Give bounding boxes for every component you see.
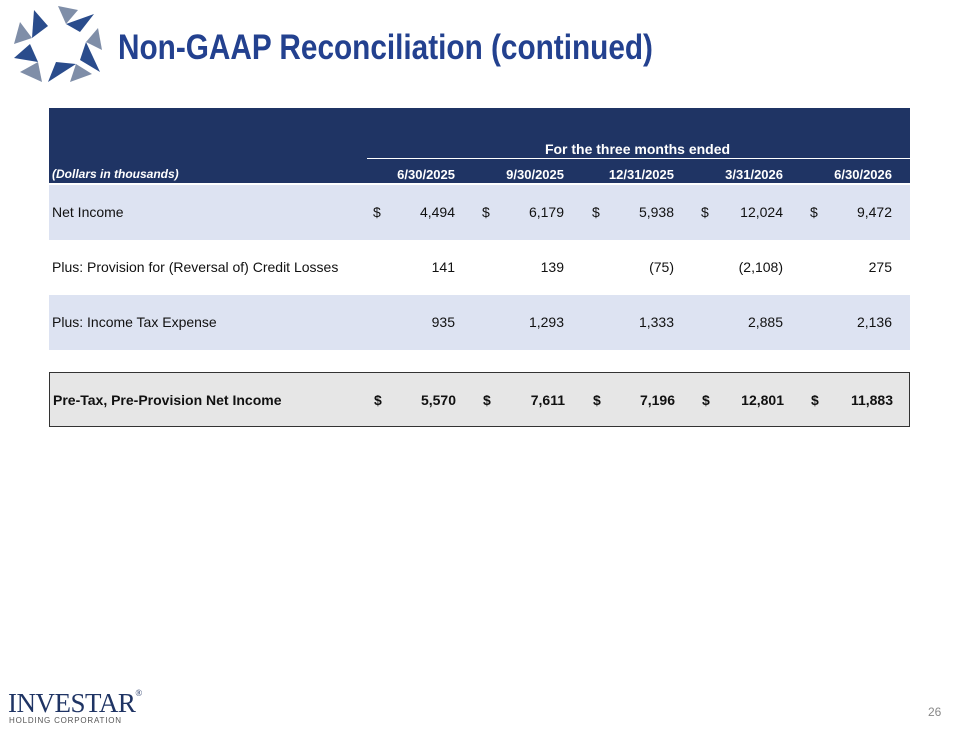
cell-value: 141 [431,259,455,275]
cell-value: 12,801 [741,392,784,408]
currency-symbol: $ [374,392,382,408]
column-header: 12/31/2025 [608,167,674,182]
table-row: Plus: Income Tax Expense 935 1,293 1,333 2,8… [49,295,910,350]
title: Non-GAAP Reconciliation (continued) [118,28,653,67]
currency-symbol: $ [810,204,818,220]
row-label: Pre-Tax, Pre-Provision Net Income [53,392,282,408]
column-header: 9/30/2025 [506,167,564,182]
group-header: For the three months ended [544,141,731,157]
logo-mark: ® [135,688,142,698]
currency-symbol: $ [482,204,490,220]
table-header [49,108,910,183]
cell-value: 935 [431,314,455,330]
cell-value: (2,108) [738,259,783,275]
cell-value: 5,938 [638,204,674,220]
cell-value: 4,494 [419,204,455,220]
row-label: Plus: Income Tax Expense [52,314,217,330]
currency-symbol: $ [373,204,381,220]
column-header: 6/30/2025 [397,167,455,182]
caption: (Dollars in thousands) [52,167,179,181]
cell-value: 1,293 [528,314,564,330]
currency-symbol: $ [701,204,709,220]
page-number: 26 [928,705,942,719]
currency-symbol: $ [593,392,601,408]
total-row: Pre-Tax, Pre-Provision Net Income $5,570 $… [49,372,910,427]
currency-symbol: $ [811,392,819,408]
row-label: Plus: Provision for (Reversal of) Credit… [52,259,339,275]
row-label: Net Income [52,204,124,220]
cell-value: 5,570 [420,392,456,408]
logo-name-text: INVESTAR [8,688,136,718]
currency-symbol: $ [483,392,491,408]
cell-value: 275 [868,259,892,275]
cell-value: 2,885 [747,314,783,330]
cell-value: 6,179 [528,204,564,220]
column-header: 6/30/2026 [834,167,892,182]
cell-value: 7,611 [530,392,565,408]
logo-icon [14,6,102,82]
cell-value: 2,136 [856,314,892,330]
logo-subtitle: HOLDING CORPORATION [9,716,122,725]
header-rule [367,158,910,159]
currency-symbol: $ [592,204,600,220]
table-row: Net Income $4,494 $6,179 $5,938 $12,024 $9,47… [49,185,910,240]
column-header: 3/31/2026 [725,167,783,182]
cell-value: 7,196 [639,392,675,408]
cell-value: 1,333 [638,314,674,330]
cell-value: 12,024 [740,204,783,220]
cell-value: (75) [649,259,674,275]
cell-value: 11,883 [850,392,893,408]
table-row: Plus: Provision for (Reversal of) Credit… [49,240,910,295]
cell-value: 139 [540,259,564,275]
currency-symbol: $ [702,392,710,408]
cell-value: 9,472 [856,204,892,220]
logo-name: INVESTAR® [8,688,142,719]
